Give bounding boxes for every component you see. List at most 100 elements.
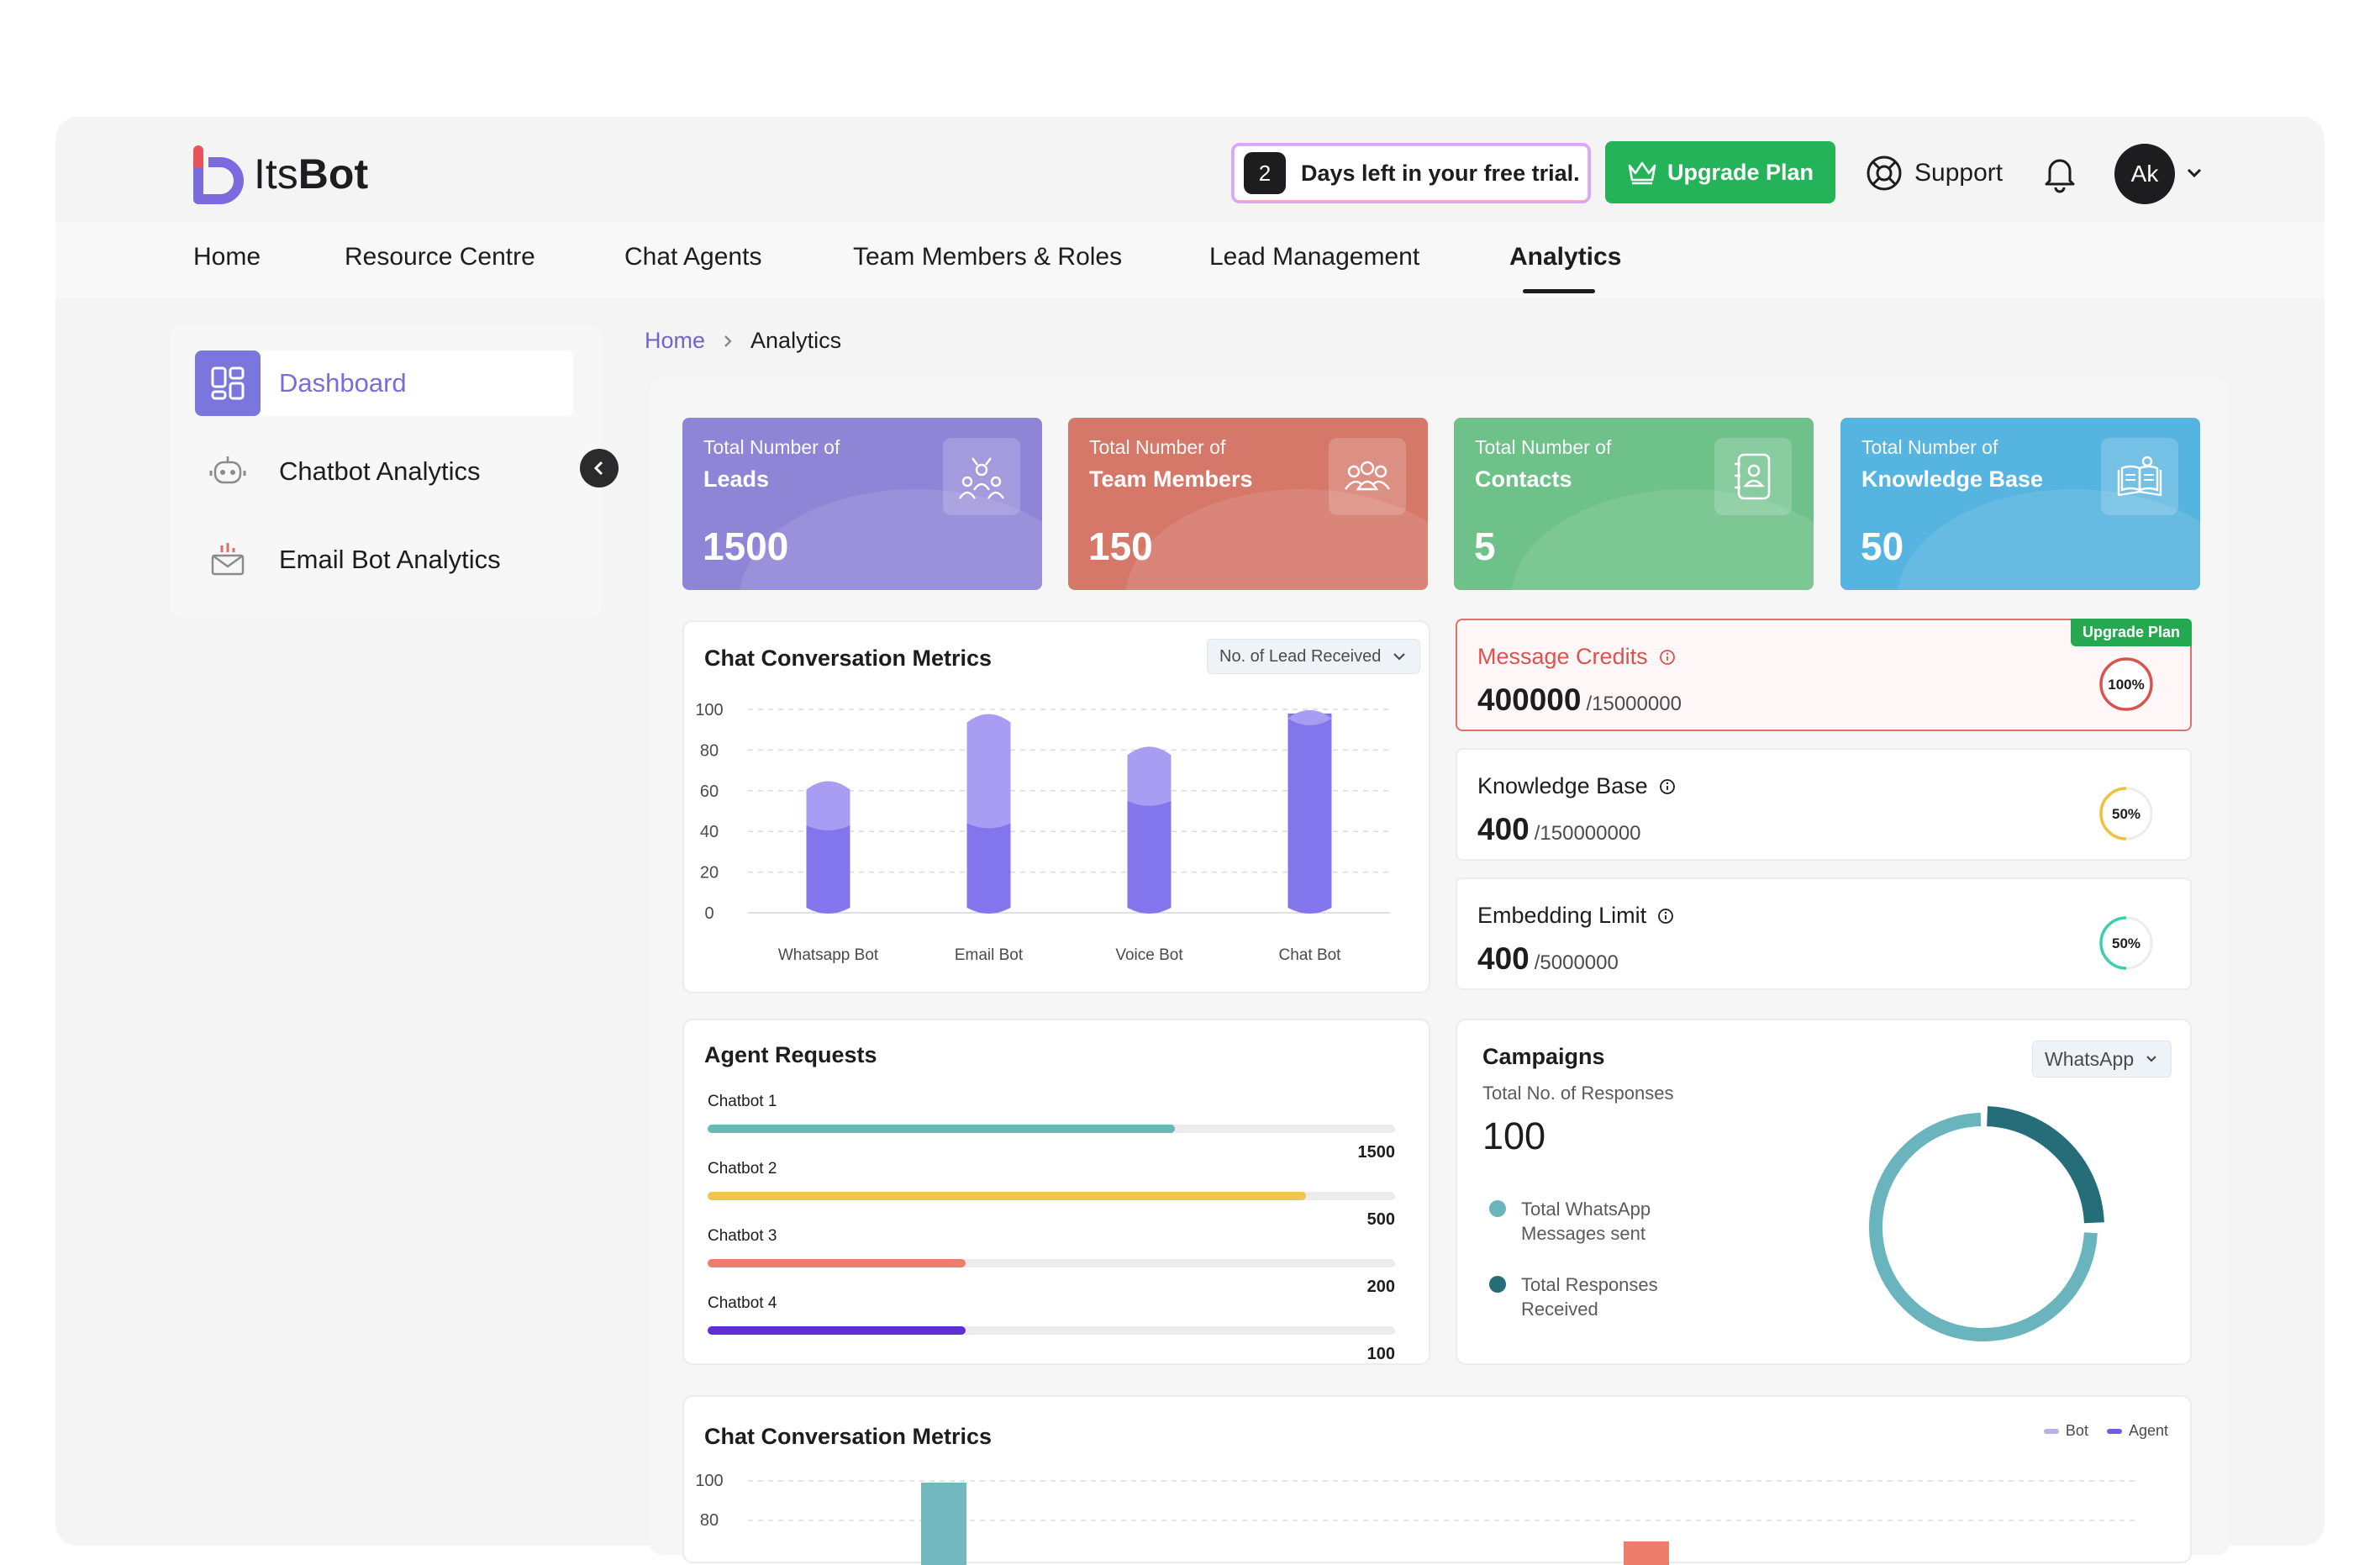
progress-fill bbox=[708, 1125, 1176, 1133]
user-avatar[interactable]: Ak bbox=[2114, 144, 2175, 204]
nav-active-indicator bbox=[1523, 289, 1595, 293]
book-idea-icon bbox=[2101, 438, 2178, 515]
legend-dot bbox=[1489, 1200, 1506, 1217]
agent-request-row[interactable]: Chatbot 4 100 bbox=[708, 1294, 1395, 1363]
bar-segment-top[interactable] bbox=[1127, 746, 1172, 806]
dashboard-grid-icon bbox=[195, 350, 261, 416]
agent-requests-title: Agent Requests bbox=[704, 1042, 877, 1067]
credit-label-text: Embedding Limit bbox=[1477, 903, 1647, 928]
campaign-channel-dropdown[interactable]: WhatsApp bbox=[2032, 1041, 2172, 1078]
upgrade-plan-label: Upgrade Plan bbox=[1667, 159, 1814, 185]
stat-card-knowledge-base[interactable]: Total Number of Knowledge Base 50 bbox=[1840, 418, 2200, 590]
support-link[interactable]: Support bbox=[1866, 149, 2003, 198]
agent-request-count: 500 bbox=[1366, 1210, 1395, 1229]
agent-request-row[interactable]: Chatbot 3 200 bbox=[708, 1227, 1395, 1296]
campaign-donut-chart bbox=[1862, 1106, 2104, 1348]
y-tick-label: 80 bbox=[700, 1511, 719, 1530]
nav-chat-agents[interactable]: Chat Agents bbox=[624, 243, 762, 271]
credit-progress-ring: 100% bbox=[2099, 657, 2153, 711]
agent-request-count: 1500 bbox=[1357, 1143, 1396, 1162]
bar[interactable] bbox=[921, 1483, 966, 1565]
legend-swatch bbox=[2106, 1429, 2122, 1435]
bar[interactable] bbox=[1624, 1541, 1669, 1565]
progress-track bbox=[708, 1259, 1395, 1267]
progress-track bbox=[708, 1125, 1395, 1133]
stat-label: Total Number of bbox=[1861, 436, 1998, 458]
credit-value: 400/150000000 bbox=[1477, 812, 1641, 847]
y-tick-label: 20 bbox=[700, 864, 719, 883]
trial-text: Days left in your free trial. bbox=[1301, 160, 1580, 186]
bar-segment-base[interactable] bbox=[806, 825, 850, 914]
agent-request-count: 200 bbox=[1366, 1278, 1395, 1296]
x-tick-label: Email Bot bbox=[955, 946, 1024, 964]
nav-home[interactable]: Home bbox=[193, 243, 261, 271]
breadcrumb: Home Analytics bbox=[645, 328, 841, 354]
agent-request-row[interactable]: Chatbot 2 500 bbox=[708, 1160, 1395, 1229]
sidebar-item-label: Chatbot Analytics bbox=[279, 456, 481, 486]
dropdown-value: WhatsApp bbox=[2045, 1047, 2135, 1070]
chevron-down-icon[interactable] bbox=[2182, 161, 2207, 186]
robot-icon bbox=[195, 439, 261, 504]
ring-progress bbox=[2099, 787, 2153, 840]
nav-analytics[interactable]: Analytics bbox=[1509, 243, 1622, 271]
agent-request-row[interactable]: Chatbot 1 1500 bbox=[708, 1093, 1395, 1162]
upgrade-plan-tag[interactable]: Upgrade Plan bbox=[2070, 619, 2192, 646]
bar-segment-base[interactable] bbox=[966, 823, 1011, 914]
legend-responses-received: Total Responses Received bbox=[1489, 1273, 1689, 1321]
info-icon[interactable] bbox=[1658, 648, 1677, 667]
nav-team-members-roles[interactable]: Team Members & Roles bbox=[853, 243, 1123, 271]
legend-label: Total WhatsApp Messages sent bbox=[1521, 1199, 1651, 1244]
info-icon[interactable] bbox=[1656, 907, 1675, 925]
sidebar-item-dashboard[interactable]: Dashboard bbox=[195, 350, 573, 416]
bar-segment-top[interactable] bbox=[806, 781, 850, 830]
agent-name: Chatbot 1 bbox=[708, 1093, 777, 1110]
sidebar-item-email-bot-analytics[interactable]: Email Bot Analytics bbox=[195, 527, 573, 593]
chat-metrics-card-bottom: Chat Conversation Metrics Bot Agent 100 8… bbox=[682, 1395, 2192, 1565]
sidebar-collapse-button[interactable] bbox=[580, 449, 619, 487]
legend-dot bbox=[1489, 1276, 1506, 1293]
campaign-total: 100 bbox=[1482, 1114, 1546, 1157]
stat-value: 150 bbox=[1088, 524, 1153, 568]
info-icon[interactable] bbox=[1658, 777, 1677, 796]
stat-title: Contacts bbox=[1475, 466, 1572, 492]
credit-used: 400 bbox=[1477, 941, 1530, 976]
credit-label: Embedding Limit bbox=[1477, 903, 1675, 929]
trial-banner[interactable]: 2 Days left in your free trial. bbox=[1231, 143, 1591, 203]
sidebar-item-chatbot-analytics[interactable]: Chatbot Analytics bbox=[195, 439, 573, 504]
brand-name: ItsBot bbox=[254, 150, 369, 198]
x-tick-label: Chat Bot bbox=[1279, 946, 1342, 964]
nav-resource-centre[interactable]: Resource Centre bbox=[345, 243, 535, 271]
email-chart-icon bbox=[195, 527, 261, 593]
brand-logo[interactable]: ItsBot bbox=[192, 140, 368, 208]
stat-card-contacts[interactable]: Total Number of Contacts 5 bbox=[1454, 418, 1814, 590]
lead-metric-dropdown[interactable]: No. of Lead Received bbox=[1207, 639, 1421, 674]
bar-segment-base[interactable] bbox=[1287, 713, 1332, 914]
agent-request-count: 100 bbox=[1366, 1345, 1395, 1363]
main-nav: Home Resource Centre Chat Agents Team Me… bbox=[55, 223, 2325, 298]
agent-requests-card: Agent Requests Chatbot 1 1500 Chatbot 2 500… bbox=[682, 1019, 1430, 1365]
y-tick-label: 60 bbox=[700, 782, 719, 801]
legend-item-bot: Bot bbox=[2043, 1422, 2088, 1440]
legend-label: Bot bbox=[2065, 1422, 2088, 1439]
bar-segment-top[interactable] bbox=[966, 714, 1011, 829]
stat-card-leads[interactable]: Total Number of Leads 1500 bbox=[682, 418, 1042, 590]
upgrade-plan-button[interactable]: Upgrade Plan bbox=[1605, 141, 1835, 203]
ring-percent: 50% bbox=[2112, 935, 2140, 951]
legend-label: Total Responses Received bbox=[1521, 1274, 1658, 1320]
breadcrumb-home[interactable]: Home bbox=[645, 328, 706, 353]
crowd-icon bbox=[943, 438, 1020, 515]
metrics-bar-chart: 100 80 60 40 20 0 Whatsapp Bot Email Bot Voice B… bbox=[695, 701, 1390, 964]
agent-name: Chatbot 2 bbox=[708, 1160, 777, 1178]
credit-label: Knowledge Base bbox=[1477, 773, 1677, 799]
nav-lead-management[interactable]: Lead Management bbox=[1209, 243, 1420, 271]
stat-card-team-members[interactable]: Total Number of Team Members 150 bbox=[1068, 418, 1428, 590]
progress-fill bbox=[708, 1326, 966, 1335]
notification-bell-icon[interactable] bbox=[2039, 152, 2081, 194]
ring-progress bbox=[2099, 916, 2153, 970]
credit-value: 400/5000000 bbox=[1477, 941, 1619, 977]
stat-label: Total Number of bbox=[1089, 436, 1226, 458]
bar-segment-base[interactable] bbox=[1127, 800, 1172, 914]
credit-progress-ring: 50% bbox=[2099, 787, 2153, 840]
chevron-down-icon bbox=[1393, 653, 1406, 661]
credit-label-text: Knowledge Base bbox=[1477, 773, 1648, 798]
